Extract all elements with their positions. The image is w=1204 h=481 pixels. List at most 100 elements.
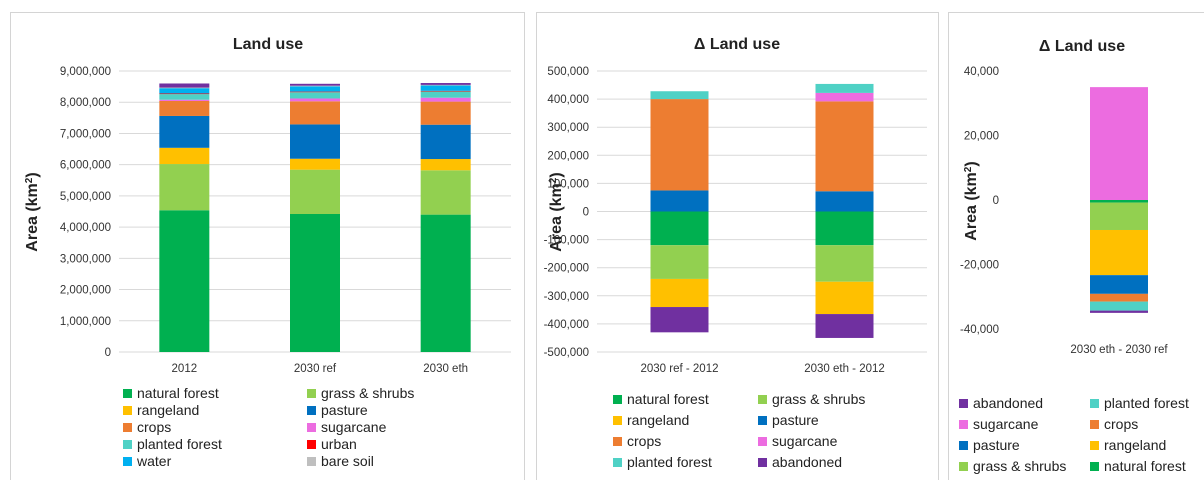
y-tick-label: 200,000 [547,150,589,162]
chart-title: Land use [233,36,303,53]
legend-label-abandoned: abandoned [772,454,842,470]
x-category-label: 2030 eth - 2030 ref [1070,344,1168,356]
legend-swatch-sugarcane [307,423,316,432]
legend-label-rangeland: rangeland [1104,437,1166,453]
legend-label-bare-soil: bare soil [321,453,374,469]
y-tick-label: 0 [583,207,589,219]
legend-label-planted-forest: planted forest [137,436,222,452]
bar-segment-natural-forest [1090,200,1148,203]
y-tick-label: 7,000,000 [60,128,111,140]
y-tick-label: 5,000,000 [60,191,111,203]
bar-segment-rangeland [650,278,709,308]
x-category-label: 2030 eth [423,363,468,375]
bar-segment-grass-shrubs [1090,202,1148,230]
y-tick-label: -400,000 [544,319,589,331]
bar-segment-rangeland [420,159,471,171]
legend-label-urban: urban [321,436,357,452]
legend-label-grass-shrubs: grass & shrubs [321,385,414,401]
bar-segment-water [290,86,340,92]
legend-label-crops: crops [627,433,661,449]
delta-eth-vs-ref-chart: Δ Land use Area (km2) -40,000 -20,000 0 20,00… [959,38,1189,474]
chart-title: Δ Land use [1039,38,1125,55]
y-tick-label: 400,000 [547,94,589,106]
bar-segment-grass-shrubs [290,169,340,214]
bar-segment-rangeland [815,281,874,315]
legend-label-natural-forest: natural forest [627,391,709,407]
bar-segment-sugarcane [159,99,210,101]
legend-swatch-natural-forest [1090,462,1099,471]
bar-segment-crops [1090,293,1148,302]
legend-swatch-crops [1090,420,1099,429]
y-tick-label: -20,000 [960,260,999,272]
x-category-label: 2030 eth - 2012 [804,363,885,375]
legend-swatch-planted-forest [1090,399,1099,408]
legend-swatch-crops [613,437,622,446]
y-tick-label: -100,000 [544,235,589,247]
bar-segment-rangeland [290,158,340,170]
legend-swatch-planted-forest [123,440,132,449]
legend-swatch-sugarcane [758,437,767,446]
y-tick-label: 40,000 [964,66,999,78]
bar-segment-pasture [159,115,210,148]
y-axis-label: Area (km2) [24,172,42,251]
bar-segment-natural-forest [290,213,340,352]
y-tick-label: 9,000,000 [60,66,111,78]
bar-segment-crops [815,101,874,192]
legend-swatch-rangeland [123,406,132,415]
legend-label-grass-shrubs: grass & shrubs [973,458,1066,474]
bar-segment-urban [420,90,471,92]
chart-title: Δ Land use [694,36,780,53]
legend-label-natural-forest: natural forest [1104,458,1186,474]
bar-segment-crops [290,101,340,125]
bar-segment-planted-forest [290,92,340,99]
legend-swatch-grass-shrubs [307,389,316,398]
legend-label-crops: crops [137,419,171,435]
bar-segment-abandoned [650,307,709,333]
legend-swatch-crops [123,423,132,432]
bar-segment-crops [420,101,471,125]
delta-land-use-chart: Δ Land use Area (km2) -500,000 -400,000 -300… [544,36,927,470]
y-tick-label: 500,000 [547,66,589,78]
y-tick-label: 300,000 [547,122,589,134]
legend-label-sugarcane: sugarcane [772,433,838,449]
legend-label-pasture: pasture [973,437,1020,453]
y-tick-label: 1,000,000 [60,316,111,328]
y-tick-label: -40,000 [960,324,999,336]
y-tick-label: 6,000,000 [60,160,111,172]
y-tick-label: -300,000 [544,291,589,303]
legend-label-rangeland: rangeland [627,412,689,428]
legend-label-water: water [136,453,172,469]
legend-swatch-water [123,457,132,466]
legend-swatch-planted-forest [613,458,622,467]
legend-swatch-rangeland [1090,441,1099,450]
legend-label-pasture: pasture [772,412,819,428]
bar-segment-planted-forest [650,91,709,100]
bar-segment-pasture [290,124,340,159]
bar-segment-crops [650,99,709,191]
y-tick-label: 3,000,000 [60,253,111,265]
legend-label-crops: crops [1104,416,1138,432]
x-category-label: 2030 ref - 2012 [640,363,718,375]
legend-label-grass-shrubs: grass & shrubs [772,391,865,407]
bar-segment-grass-shrubs [815,245,874,282]
x-category-label: 2030 ref [294,363,337,375]
bar-segment-grass-shrubs [650,245,709,279]
legend-swatch-natural-forest [123,389,132,398]
bar-segment-abandoned [1090,310,1148,313]
y-tick-label: -200,000 [544,263,589,275]
legend-swatch-sugarcane [959,420,968,429]
bar-segment-abandoned [290,83,340,86]
bar-segment-pasture [650,190,709,212]
y-tick-label: 4,000,000 [60,222,111,234]
bar-segment-sugarcane [815,92,874,102]
bar-segment-bare-soil [159,87,210,89]
y-tick-label: 2,000,000 [60,285,111,297]
bar-segment-abandoned [159,83,210,88]
bar-segment-planted-forest [420,91,471,98]
legend-label-pasture: pasture [321,402,368,418]
bar-segment-pasture [815,191,874,212]
y-tick-label: -500,000 [544,347,589,359]
bar-segment-abandoned [420,83,471,85]
bar-segment-bare-soil [420,84,471,86]
legend-label-rangeland: rangeland [137,402,199,418]
